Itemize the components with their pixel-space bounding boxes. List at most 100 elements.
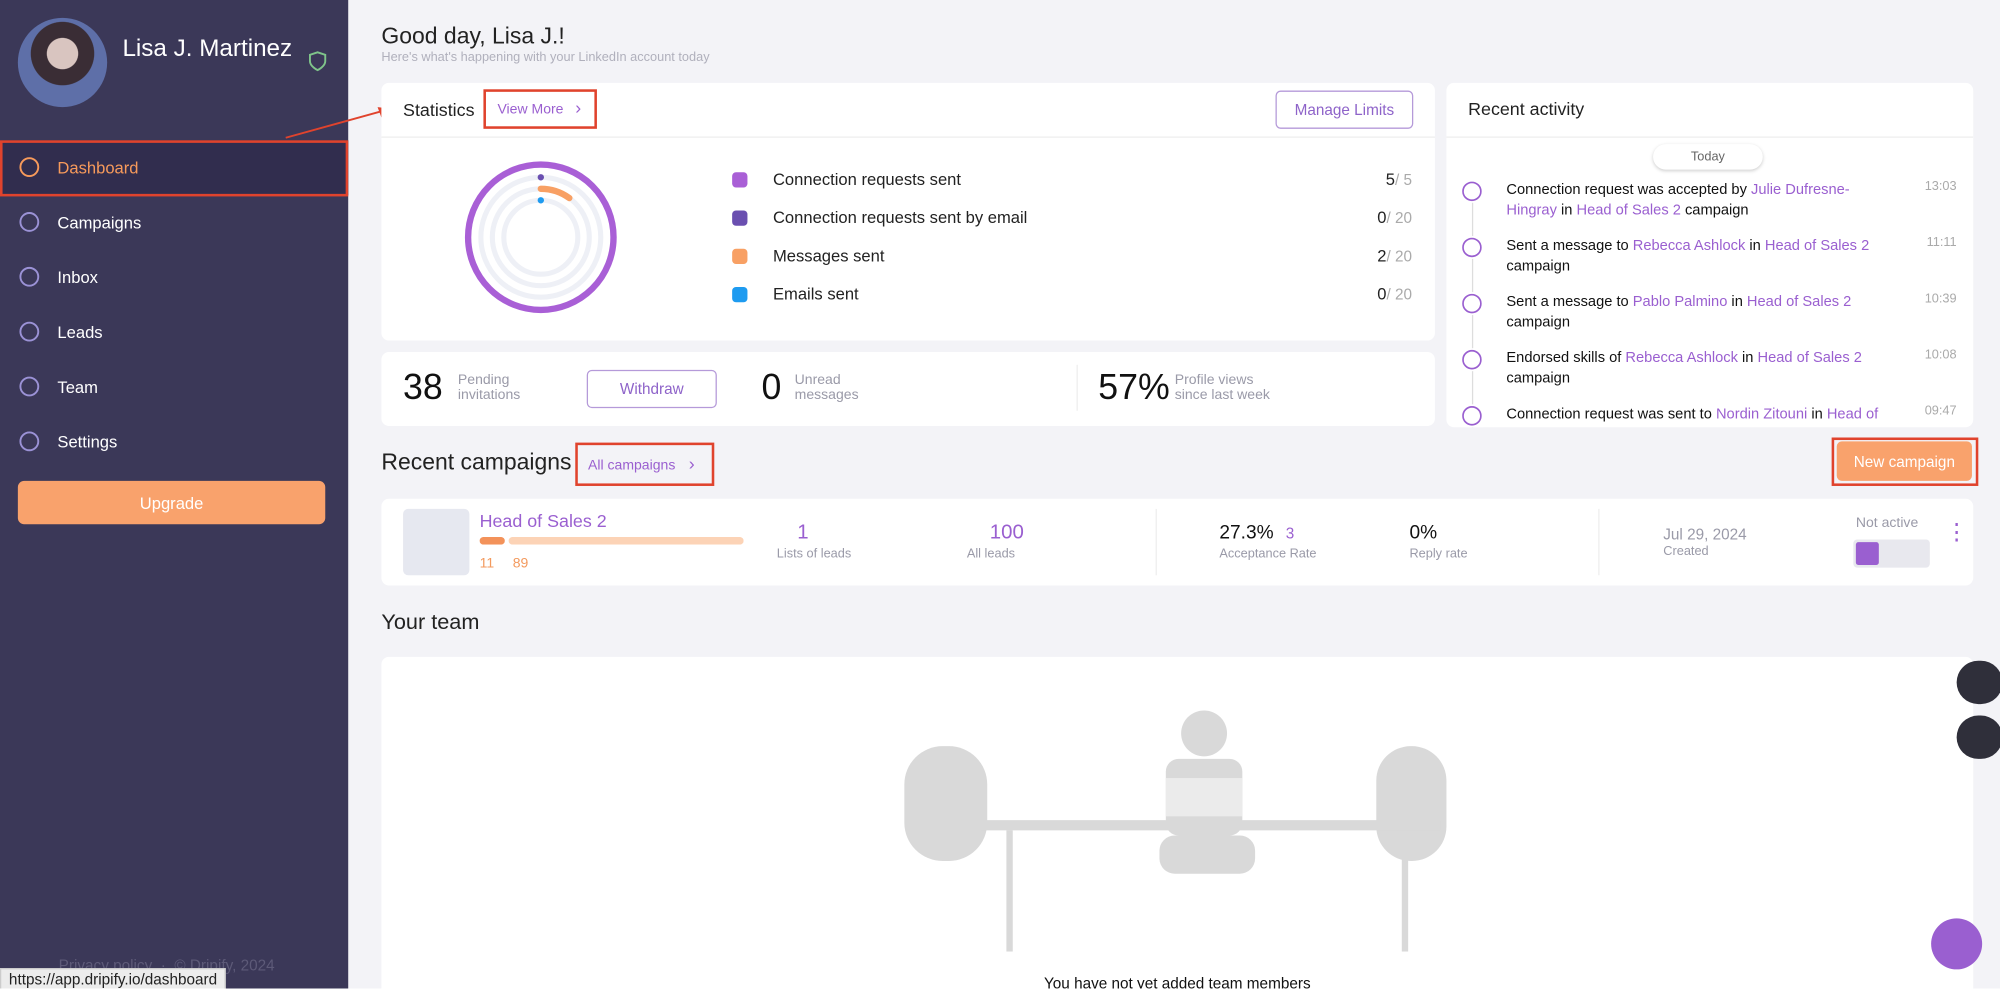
nav-item[interactable]: Leads — [0, 305, 348, 360]
greeting: Good day, Lisa J.! — [381, 23, 564, 50]
activity-fragment: campaign — [1681, 203, 1749, 218]
lists-label: Lists of leads — [777, 547, 851, 561]
activity-card: Recent activity Today Connection request… — [1446, 83, 1973, 427]
activity-text: Connection request was accepted by Julie… — [1506, 180, 1889, 221]
nav-item[interactable]: Inbox — [0, 250, 348, 305]
activity-fragment: Sent a message to — [1506, 295, 1632, 310]
status-label: Not active — [1856, 515, 1918, 530]
activity-time: 10:08 — [1925, 348, 1957, 362]
stat-limit: / 20 — [1386, 247, 1412, 265]
campaign-icon — [403, 509, 469, 575]
campaign-row: Head of Sales 2 11 89 1 Lists of leads 1… — [381, 499, 1973, 586]
legend-swatch — [732, 249, 747, 264]
divider — [381, 136, 1435, 137]
lists-value: 1 — [797, 522, 808, 545]
illustration — [892, 695, 1466, 963]
status-url: https://app.dripify.io/dashboard — [0, 968, 226, 988]
stat-label: Connection requests sent by email — [773, 208, 1027, 227]
activity-fragment: in — [1727, 295, 1747, 310]
activity-text: Connection request was sent to Nordin Zi… — [1506, 404, 1889, 427]
stat-label: Connection requests sent — [773, 170, 961, 189]
verified-icon — [307, 51, 327, 71]
withdraw-button[interactable]: Withdraw — [587, 370, 717, 408]
activity-link: Head of Sales 2 — [1765, 239, 1869, 254]
more-menu[interactable]: ⋮ — [1945, 527, 1968, 537]
nav-item[interactable]: Campaigns — [0, 195, 348, 250]
stat-value: 5/ 5 — [1386, 170, 1412, 189]
reply-value: 0% — [1409, 522, 1437, 544]
activity-time: 09:47 — [1925, 404, 1957, 418]
nav-icon — [18, 210, 41, 233]
acceptance-value: 27.3% — [1219, 522, 1273, 544]
activity-fragment: in — [1738, 351, 1758, 366]
ring-track — [481, 177, 601, 297]
icon-shape — [20, 268, 38, 286]
campaign-name[interactable]: Head of Sales 2 — [480, 510, 607, 530]
activity-link: Rebecca Ashlock — [1625, 351, 1738, 366]
nav-icon — [18, 265, 41, 288]
divider — [1156, 509, 1157, 575]
activity-fragment: Connection request was accepted by — [1506, 182, 1751, 197]
views-value: 57% — [1098, 367, 1169, 408]
created-label: Created — [1663, 545, 1708, 559]
activity-fragment: campaign — [1506, 371, 1570, 386]
accepted-count: 3 — [1286, 524, 1295, 542]
divider — [1598, 509, 1599, 575]
upgrade-button[interactable]: Upgrade — [18, 481, 325, 524]
avatar[interactable] — [18, 18, 107, 107]
activity-icon — [1460, 236, 1483, 259]
activity-time: 13:03 — [1925, 180, 1957, 194]
activity-time: 10:39 — [1925, 292, 1957, 306]
manage-limits-button[interactable]: Manage Limits — [1276, 91, 1414, 129]
activity-icon — [1460, 348, 1483, 371]
legend-swatch — [732, 172, 747, 187]
nav-item[interactable]: Settings — [0, 415, 348, 470]
highlight-box — [1832, 437, 1979, 485]
icon-shape — [20, 213, 38, 231]
icon-shape — [20, 323, 38, 341]
assistant-button[interactable] — [1957, 716, 2000, 759]
stat-label: Emails sent — [773, 284, 859, 303]
activity-fragment: Endorsed skills of — [1506, 351, 1625, 366]
activity-fragment: campaign — [1506, 315, 1570, 330]
ring-track — [504, 200, 578, 274]
stat-value: 0/ 20 — [1377, 208, 1412, 227]
chat-button[interactable] — [1931, 918, 1982, 969]
divider — [1446, 136, 1973, 137]
highlight-box — [0, 140, 348, 196]
nav-icon — [18, 375, 41, 398]
activity-icon — [1460, 292, 1483, 315]
activity-link: Head of Sales 2 — [1577, 203, 1681, 218]
leads-value: 100 — [990, 522, 1024, 545]
stat-count: 2 — [1377, 246, 1386, 265]
translate-button[interactable] — [1957, 661, 2000, 704]
stat-value: 2/ 20 — [1377, 246, 1412, 265]
annotation-arrow — [281, 102, 396, 143]
stat-value: 0/ 20 — [1377, 284, 1412, 303]
nav-item[interactable]: Team — [0, 360, 348, 415]
toggle[interactable] — [1853, 540, 1930, 568]
activity-link: Pablo Palmino — [1633, 295, 1728, 310]
stat-limit: / 20 — [1386, 209, 1412, 227]
team-empty: You have not yet added team members — [381, 974, 1973, 988]
activity-icon — [1460, 404, 1483, 427]
icon-shape — [1463, 351, 1481, 369]
activity-text: Sent a message to Rebecca Ashlock in Hea… — [1506, 236, 1889, 277]
activity-fragment: in — [1807, 407, 1827, 422]
stat-label: Messages sent — [773, 246, 885, 265]
stat-count: 0 — [1377, 208, 1386, 227]
progress — [480, 537, 744, 545]
activity-title: Recent activity — [1468, 98, 1584, 118]
activity-fragment: in — [1745, 239, 1765, 254]
legend-swatch — [732, 210, 747, 225]
nav-label: Inbox — [57, 268, 98, 287]
divider — [1077, 365, 1078, 411]
legend-swatch — [732, 287, 747, 302]
icon-shape — [20, 378, 38, 396]
team-title: Your team — [381, 610, 479, 636]
activity-link: Rebecca Ashlock — [1633, 239, 1746, 254]
highlight-box — [575, 443, 714, 486]
pending-label: Pending invitations — [458, 372, 547, 403]
activity-text: Sent a message to Pablo Palmino in Head … — [1506, 292, 1889, 333]
